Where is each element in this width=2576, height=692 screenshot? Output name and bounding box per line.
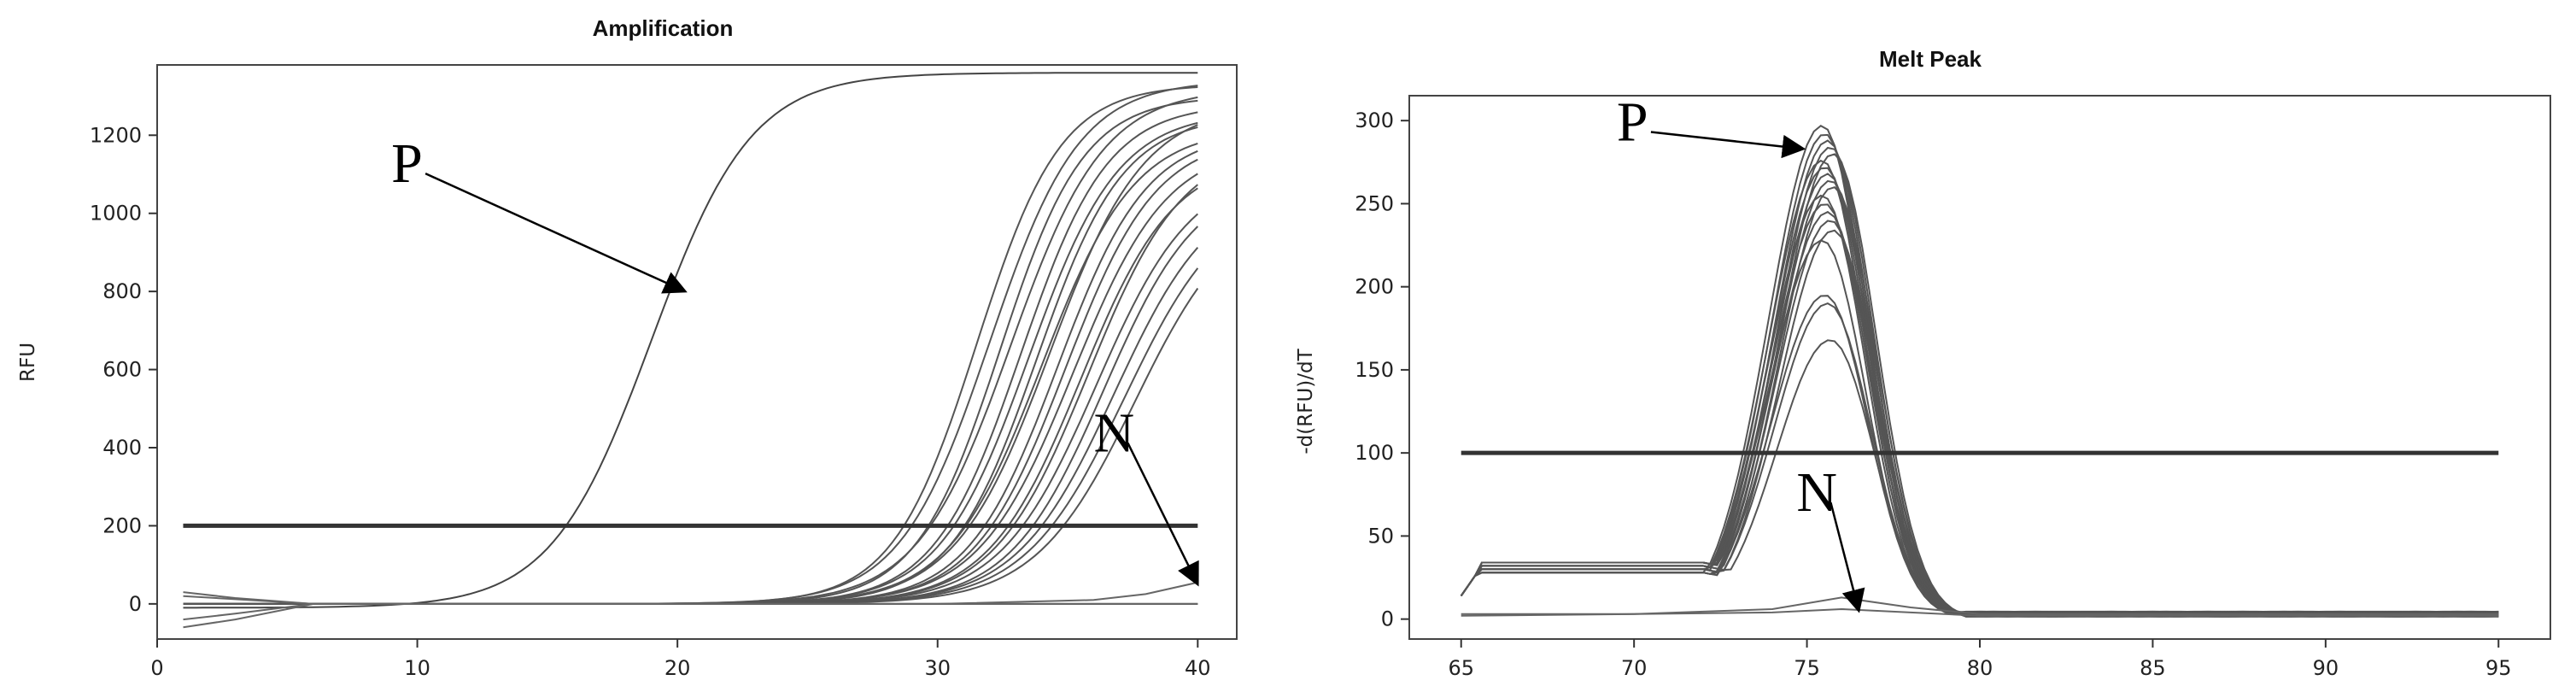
annotation-arrow [1127, 443, 1199, 587]
amplification-curve [183, 267, 1199, 605]
y-tick-label: 250 [1355, 191, 1394, 215]
y-tick-label: 0 [1381, 607, 1394, 631]
amplification-curve [183, 99, 1198, 605]
annotation-label: P [391, 132, 423, 195]
melt-curve [1460, 159, 2499, 618]
y-tick-label: 50 [1367, 524, 1394, 548]
amplification-curve [183, 142, 1198, 605]
y-tick-label: 600 [102, 358, 142, 382]
melt-curve [1460, 229, 2499, 618]
y-tick-label: 1200 [90, 123, 142, 147]
amplification-curve [183, 96, 1198, 605]
amplification-curve [183, 111, 1198, 605]
melt-curve [1460, 203, 2499, 618]
melt-curve [1460, 173, 2499, 618]
negative-curve [183, 602, 1198, 621]
melt-curve [1460, 339, 2499, 618]
x-tick-label: 90 [2313, 656, 2339, 680]
y-tick-label: 200 [102, 513, 142, 537]
x-tick-label: 85 [2140, 656, 2166, 680]
amplification-curve [183, 184, 1198, 605]
y-tick-label: 200 [1355, 275, 1394, 299]
y-tick-label: 150 [1355, 358, 1394, 382]
melt-curve [1460, 210, 2499, 618]
melt-curve [1460, 239, 2499, 618]
melt-curve [1460, 124, 2499, 618]
plot-frame [156, 64, 1238, 640]
chart-title: Amplification [593, 15, 734, 41]
y-tick-label: 100 [1355, 441, 1394, 465]
melt-curve [1460, 220, 2499, 618]
melt-curve [1460, 179, 2499, 618]
x-tick-label: 80 [1967, 656, 1993, 680]
y-axis-label: -d(RFU)/dT [1295, 348, 1317, 454]
x-tick-label: 0 [150, 656, 163, 680]
melt-curve [1460, 194, 2499, 618]
x-tick-label: 75 [1794, 656, 1820, 680]
y-tick-label: 300 [1355, 108, 1394, 132]
x-tick-label: 70 [1621, 656, 1648, 680]
annotation-label: P [1617, 91, 1648, 154]
melt-curve [1460, 139, 2499, 618]
melt-curve [1460, 186, 2499, 618]
amplification-curve [183, 173, 1198, 605]
y-tick-label: 1000 [90, 202, 142, 226]
melt-curve [1460, 167, 2499, 618]
annotation-label: N [1796, 461, 1837, 524]
annotation-arrow [424, 173, 688, 294]
amplification-curve [183, 247, 1199, 605]
x-tick-label: 30 [924, 656, 951, 680]
amplification-curve [183, 150, 1198, 605]
x-tick-label: 95 [2485, 656, 2512, 680]
melt-curve [1460, 133, 2499, 618]
x-tick-label: 65 [1448, 656, 1474, 680]
y-axis-label: RFU [17, 343, 39, 382]
x-tick-label: 40 [1185, 656, 1211, 680]
annotation-arrow [1830, 501, 1865, 613]
melt-curve [1460, 153, 2499, 618]
amplification-curve [183, 72, 1198, 609]
y-tick-label: 0 [129, 592, 142, 616]
x-tick-label: 20 [664, 656, 691, 680]
annotation-arrow [1650, 131, 1806, 159]
melt-curve [1460, 302, 2499, 618]
chart-title: Melt Peak [1879, 46, 1982, 72]
y-tick-label: 800 [102, 279, 142, 303]
x-tick-label: 10 [404, 656, 430, 680]
negative-curve [1461, 607, 2499, 617]
melt-peak-chart: Melt Peak -d(RFU)/dT 65 70 75 80 85 90 95 0 50 10… [1295, 46, 2551, 680]
y-tick-label: 400 [102, 436, 142, 460]
negative-curve [183, 581, 1198, 629]
plot-frame [1408, 95, 2551, 640]
negative-curve [183, 591, 1198, 605]
annotation-label: N [1093, 402, 1134, 465]
amplification-chart: Amplification RFU 0 10 20 30 400200400600800… [17, 15, 1238, 680]
melt-curve [1460, 146, 2499, 618]
